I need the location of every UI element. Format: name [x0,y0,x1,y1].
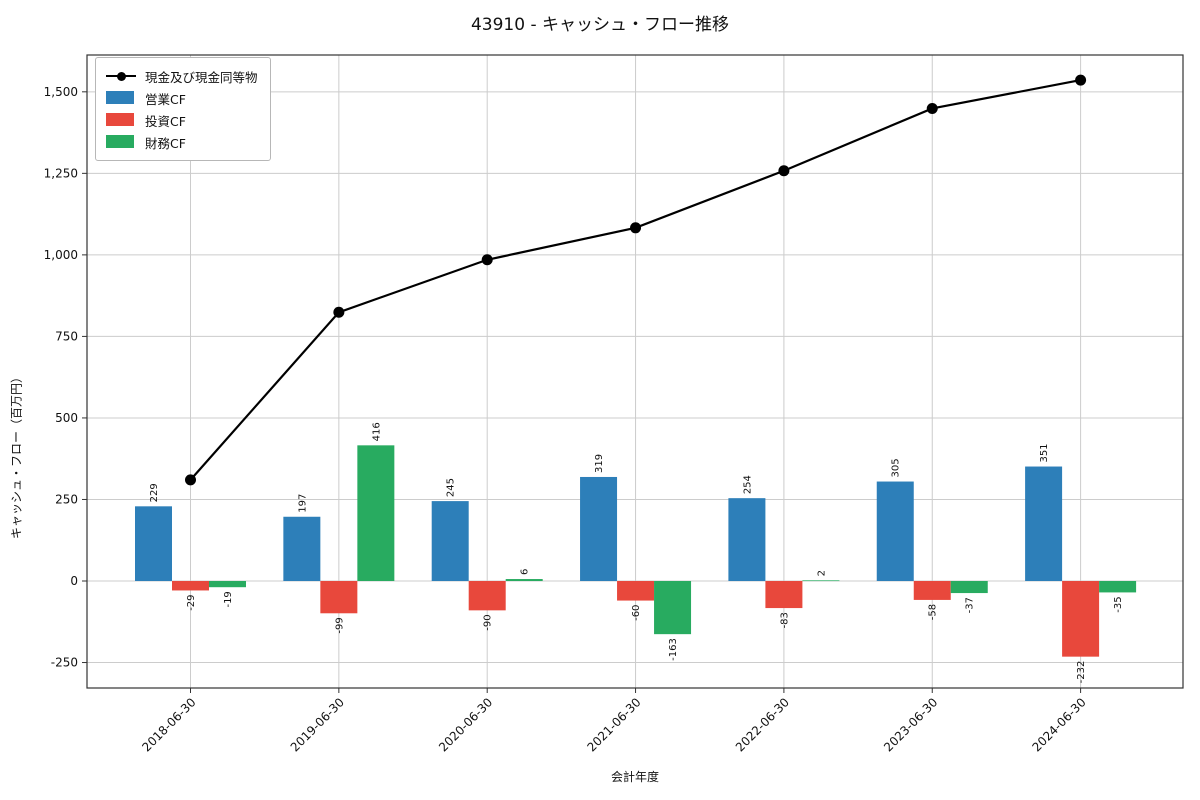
swatch-icon [106,113,136,127]
line-marker [778,165,790,177]
bar [1062,581,1100,657]
bar [617,581,655,601]
x-tick-label: 2022-06-30 [733,695,792,754]
bar [1025,466,1063,581]
line-marker [333,306,345,318]
bar-value-label: -83 [779,612,790,628]
bar-value-label: 319 [594,454,605,473]
bar [913,581,951,600]
bar-value-label: 2 [816,570,827,576]
line-marker [630,222,642,234]
x-tick-label: 2020-06-30 [436,695,495,754]
line-marker [926,102,938,114]
y-tick-label: 750 [55,330,78,344]
bar-value-label: -99 [334,617,345,633]
legend-item-financing-cf: 財務CF [106,131,258,153]
legend-item-operating-cf: 営業CF [106,87,258,109]
bar [357,445,395,581]
line-marker [185,474,196,486]
y-tick-label: 1,000 [44,248,78,262]
legend: 現金及び現金同等物 営業CF 投資CF 財務CF [95,57,271,161]
bar [728,498,766,581]
bar [950,581,988,594]
line-marker [1075,74,1087,86]
bar [1099,581,1137,593]
bar [505,579,543,581]
bar-value-label: -37 [965,597,976,613]
plot-border [86,54,1184,689]
legend-label: 営業CF [145,91,186,107]
bar [468,581,506,611]
bar-value-label: -19 [223,591,234,607]
bar [209,581,246,588]
line-marker [481,254,493,266]
x-tick-label: 2021-06-30 [584,695,643,754]
y-tick-label: -250 [51,656,78,670]
y-tick-label: 250 [55,493,78,507]
x-tick-label: 2018-06-30 [139,695,198,754]
bar-value-label: 197 [297,494,308,513]
bar-value-label: 305 [891,458,902,477]
bar-value-label: -232 [1076,661,1087,684]
x-tick-label: 2019-06-30 [288,695,347,754]
bar-value-label: 6 [520,569,531,575]
y-tick-label: 1,500 [44,85,78,99]
y-tick-label: 0 [70,574,78,588]
legend-label: 投資CF [145,113,186,129]
bar-value-label: -163 [668,638,679,661]
swatch-icon [106,91,136,105]
bar-value-label: 254 [742,475,753,494]
bar [765,581,803,609]
bar [580,476,618,581]
legend-item-investing-cf: 投資CF [106,109,258,131]
x-tick-label: 2023-06-30 [881,695,940,754]
bar [135,506,172,581]
bar-value-label: 351 [1039,443,1050,462]
bar-value-label: -29 [186,594,197,610]
line-sample-icon [106,69,136,83]
x-axis-label: 会計年度 [610,770,659,784]
legend-label: 財務CF [145,135,186,151]
bar [320,581,358,614]
bar-value-label: 416 [371,422,382,441]
bar-value-label: -58 [928,604,939,620]
bar-value-label: -60 [631,605,642,621]
bar-value-label: 229 [149,483,160,502]
y-tick-label: 1,250 [44,167,78,181]
bar [654,581,692,635]
legend-item-cash-line: 現金及び現金同等物 [106,65,258,87]
swatch-icon [106,135,136,149]
x-tick-label: 2024-06-30 [1030,695,1089,754]
bar [802,580,840,582]
legend-label: 現金及び現金同等物 [145,69,258,85]
bar [283,516,321,581]
bar [876,481,914,581]
chart-title: 43910 - キャッシュ・フロー推移 [470,15,730,35]
bar-value-label: -90 [483,614,494,630]
bar-value-label: -35 [1113,596,1124,612]
bar [172,581,209,591]
y-tick-label: 500 [55,411,78,425]
bar-value-label: 245 [446,478,457,497]
bar [431,501,469,581]
